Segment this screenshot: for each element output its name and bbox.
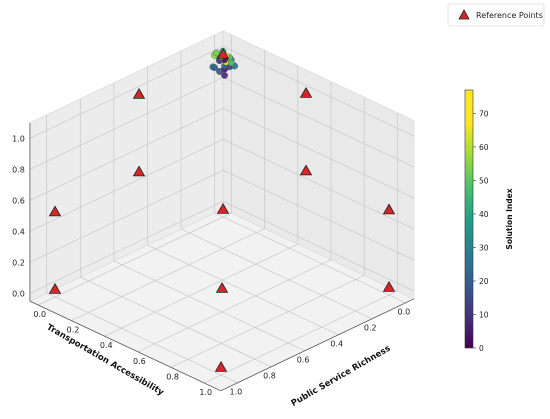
reference-point-triangle xyxy=(48,205,62,217)
colorbar-label: Solution Index xyxy=(505,188,514,249)
y-tick-label: 1.0 xyxy=(230,388,243,397)
x-tick-label: 0.6 xyxy=(133,357,146,366)
reference-point-triangle xyxy=(132,165,146,177)
grid-line xyxy=(147,244,339,336)
solution-point xyxy=(211,64,218,71)
grid-line xyxy=(29,46,224,139)
x-tick-label: 1.0 xyxy=(199,388,212,397)
y-tick-label: 0.8 xyxy=(263,372,276,381)
reference-point-triangle xyxy=(382,203,396,215)
reference-point-triangle xyxy=(382,280,396,292)
colorbar-gradient xyxy=(464,89,474,349)
x-tick-label: 0.2 xyxy=(67,326,80,335)
legend-box xyxy=(447,3,545,27)
x-axis-label: Public Service Richness xyxy=(290,344,393,409)
grid-line xyxy=(104,243,298,337)
grid-line xyxy=(222,77,415,168)
y-tick-label: 0.6 xyxy=(297,356,310,365)
colorbar-tick-label: 10 xyxy=(479,310,489,319)
right-wall-pane xyxy=(222,30,415,300)
colorbar-tick-label: 20 xyxy=(479,277,489,286)
reference-point-triangle xyxy=(299,164,313,176)
reference-point-triangle xyxy=(216,47,230,59)
grid-line xyxy=(222,46,415,137)
reference-point-triangle xyxy=(215,281,229,293)
colorbar-tick-label: 30 xyxy=(479,243,489,252)
reference-point-triangle xyxy=(299,86,313,98)
axis-lines xyxy=(29,122,415,392)
solution-point xyxy=(221,71,228,79)
grid-lines xyxy=(29,34,415,384)
z-tick-label: 1.0 xyxy=(12,134,25,143)
solution-point xyxy=(212,49,220,57)
reference-point-triangle xyxy=(216,202,230,214)
grid-line xyxy=(214,212,406,304)
data-marks xyxy=(48,47,396,372)
grid-line xyxy=(170,275,365,368)
colorbar-tick-label: 60 xyxy=(479,143,489,152)
grid-line xyxy=(29,139,224,232)
grid-line xyxy=(222,170,415,261)
y-tick-label: 0.4 xyxy=(330,340,343,349)
x-axis-line xyxy=(29,300,221,392)
axis-panes xyxy=(29,30,415,392)
reference-point-triangle xyxy=(214,360,228,372)
grid-line xyxy=(29,108,224,201)
legend: Reference Points xyxy=(447,3,545,27)
y-tick-label: 0.2 xyxy=(364,324,377,333)
grid-line xyxy=(46,292,238,384)
colorbar-tick-label: 0 xyxy=(479,344,484,353)
grid-line xyxy=(29,77,224,170)
grid-line xyxy=(71,228,265,321)
z-tick-label: 0.8 xyxy=(12,165,25,174)
colorbar: 0 10 20 30 40 50 60 70 Solution Index xyxy=(464,89,514,353)
grid-line xyxy=(80,276,272,368)
legend-entry: Reference Points xyxy=(476,11,543,20)
y-tick-label: 0.0 xyxy=(398,308,411,317)
grid-line xyxy=(137,259,332,353)
z-tick-label: 0.4 xyxy=(12,227,25,236)
colorbar-tick-label: 70 xyxy=(479,109,489,118)
x-tick-label: 0.8 xyxy=(166,372,179,381)
grid-line xyxy=(29,201,224,294)
grid-line xyxy=(222,139,415,230)
solution-point xyxy=(227,59,235,67)
grid-line xyxy=(204,290,398,384)
z-tick-label: 0.6 xyxy=(12,196,25,205)
z-tick-label: 0.0 xyxy=(12,289,25,298)
grid-line xyxy=(222,108,415,199)
colorbar-ticks: 0 10 20 30 40 50 60 70 xyxy=(473,109,489,353)
x-tick-label: 0.0 xyxy=(33,310,46,319)
reference-point-triangle xyxy=(132,87,146,99)
tick-labels: 0.0 0.2 0.4 0.6 0.8 1.0 0.0 0.2 0.4 0.6 0.8 1.0 0.0 0… xyxy=(12,134,410,397)
y-axis-line xyxy=(220,298,415,392)
reference-point-triangle xyxy=(48,282,62,294)
grid-line xyxy=(113,260,305,352)
grid-line xyxy=(29,170,224,263)
solution-point xyxy=(216,68,223,75)
colorbar-tick-label: 50 xyxy=(479,176,489,185)
grid-line xyxy=(222,201,415,292)
grid-line xyxy=(38,212,232,306)
grid-line xyxy=(180,228,373,320)
colorbar-tick-label: 40 xyxy=(479,210,489,219)
x-tick-label: 0.4 xyxy=(100,341,113,350)
z-tick-label: 0.2 xyxy=(12,258,25,267)
legend-marker-triangle-icon xyxy=(458,9,470,20)
